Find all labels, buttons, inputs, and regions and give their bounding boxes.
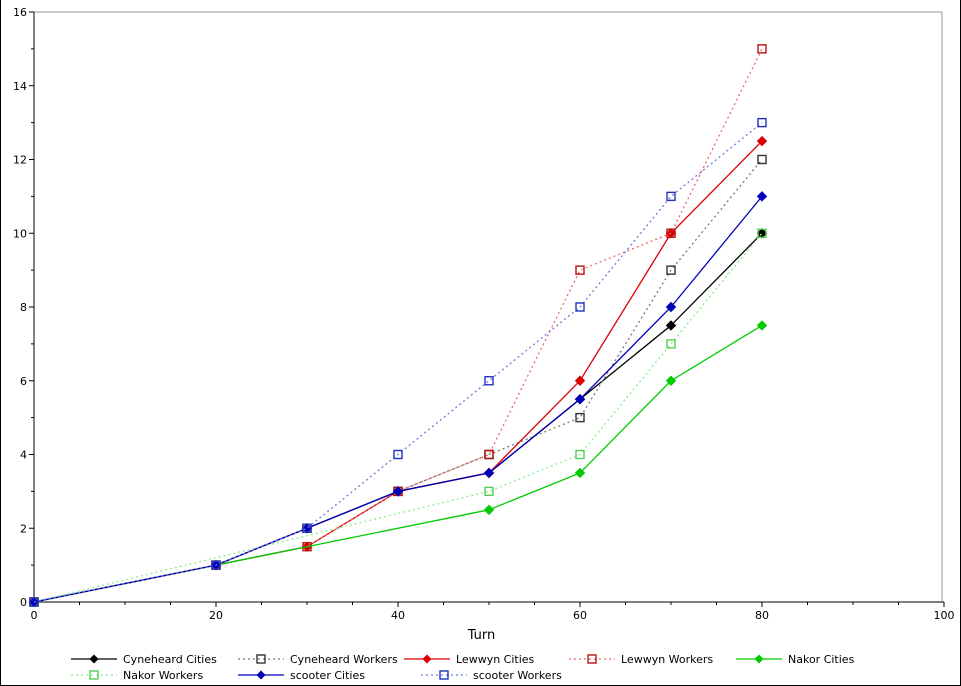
series-lewwyn-workers-point <box>302 541 312 552</box>
x-tick-label: 20 <box>209 609 223 622</box>
x-tick-label: 0 <box>31 609 38 622</box>
y-tick-label: 6 <box>20 375 27 388</box>
series-cyneheard-workers-point <box>757 154 767 165</box>
series-cyneheard-workers-point <box>575 412 585 423</box>
series-scooter-workers-point <box>757 117 767 128</box>
series-scooter-cities-point <box>665 301 677 313</box>
series-nakor-workers-point <box>575 449 585 460</box>
x-tick-label: 80 <box>755 609 769 622</box>
series-lewwyn-cities-point <box>574 375 586 386</box>
series-scooter-workers-point <box>302 523 312 533</box>
series-nakor-cities-point <box>574 467 586 479</box>
series-nakor-workers-point <box>757 228 767 238</box>
series-scooter-workers-point <box>484 376 494 386</box>
series-scooter-workers-point <box>29 597 39 607</box>
y-tick-label: 10 <box>13 227 27 240</box>
y-tick-label: 8 <box>20 301 27 314</box>
series-scooter-cities-point <box>574 393 586 405</box>
y-tick-label: 16 <box>13 6 27 19</box>
series-line-scooter-cities <box>33 195 763 603</box>
series-scooter-cities-point <box>756 191 768 202</box>
series-line-cyneheard-workers <box>33 159 763 603</box>
series-scooter-workers-point <box>666 191 676 202</box>
series-scooter-cities-point <box>483 467 495 479</box>
series-cyneheard-cities-point <box>665 320 677 331</box>
series-nakor-cities-point <box>483 504 495 516</box>
series-scooter-cities-point <box>392 486 404 497</box>
y-tick-label: 2 <box>20 522 27 535</box>
x-tick-label: 100 <box>934 609 955 622</box>
series-scooter-workers-point <box>211 560 221 570</box>
y-tick-label: 4 <box>20 449 27 462</box>
series-scooter-workers-point <box>575 302 585 312</box>
series-lewwyn-workers-point <box>666 228 676 238</box>
series-lewwyn-cities-point <box>756 135 768 147</box>
series-nakor-workers-point <box>666 339 676 349</box>
y-tick-label: 0 <box>20 596 27 609</box>
series-nakor-workers-point <box>484 486 494 497</box>
series-nakor-cities-point <box>665 375 677 386</box>
series-lewwyn-workers-point <box>484 449 494 460</box>
series-scooter-workers-point <box>393 449 403 460</box>
series-cyneheard-workers-point <box>666 265 676 275</box>
series-lewwyn-workers-point <box>757 44 767 54</box>
series-line-nakor-workers <box>33 232 763 603</box>
series-nakor-cities-point <box>756 320 768 331</box>
x-axis-title: Turn <box>467 628 496 643</box>
series-line-scooter-workers <box>33 122 763 603</box>
y-tick-label: 14 <box>13 80 27 93</box>
series-lewwyn-workers-point <box>575 265 585 275</box>
series-line-cyneheard-cities <box>33 232 763 603</box>
x-tick-label: 40 <box>391 609 405 622</box>
y-tick-label: 12 <box>13 154 27 167</box>
series-line-lewwyn-cities <box>33 140 763 603</box>
x-tick-label: 60 <box>573 609 587 622</box>
